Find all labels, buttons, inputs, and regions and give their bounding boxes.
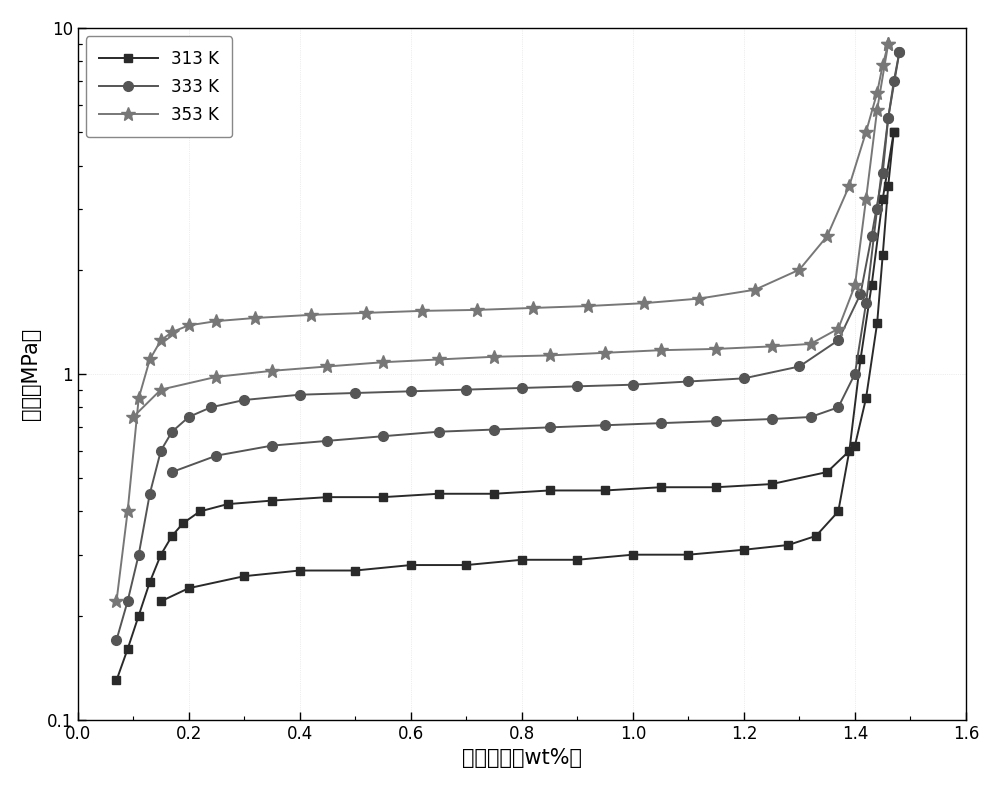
333 K xyxy=(866,231,878,241)
353 K xyxy=(110,596,122,606)
313 K xyxy=(166,531,178,540)
353 K xyxy=(693,294,705,303)
353 K xyxy=(360,308,372,318)
Line: 353 K: 353 K xyxy=(110,37,895,608)
353 K xyxy=(133,394,145,403)
333 K xyxy=(349,388,361,398)
353 K xyxy=(527,303,539,312)
333 K xyxy=(405,387,417,396)
313 K xyxy=(266,495,278,505)
313 K xyxy=(882,181,894,190)
353 K xyxy=(122,507,134,516)
X-axis label: 氢气含量（wt%）: 氢气含量（wt%） xyxy=(462,748,582,768)
313 K xyxy=(655,483,667,492)
353 K xyxy=(582,301,594,311)
333 K xyxy=(832,335,844,345)
333 K xyxy=(854,290,866,299)
Y-axis label: 压力（MPa）: 压力（MPa） xyxy=(21,327,41,420)
333 K xyxy=(144,489,156,499)
313 K xyxy=(177,518,189,528)
313 K xyxy=(433,489,445,499)
333 K xyxy=(882,113,894,122)
333 K xyxy=(183,413,195,422)
333 K xyxy=(122,596,134,606)
313 K xyxy=(321,492,333,502)
313 K xyxy=(766,480,778,489)
353 K xyxy=(860,127,872,136)
333 K xyxy=(294,390,306,399)
313 K xyxy=(144,578,156,587)
353 K xyxy=(793,265,805,275)
313 K xyxy=(710,483,722,492)
Line: 333 K: 333 K xyxy=(112,47,904,645)
353 K xyxy=(871,88,883,97)
313 K xyxy=(194,507,206,516)
313 K xyxy=(110,675,122,685)
313 K xyxy=(155,550,167,559)
353 K xyxy=(166,327,178,337)
353 K xyxy=(882,39,894,48)
353 K xyxy=(749,285,761,294)
333 K xyxy=(110,635,122,645)
333 K xyxy=(571,382,583,391)
313 K xyxy=(860,394,872,403)
313 K xyxy=(871,319,883,328)
Legend: 313 K, 333 K, 353 K: 313 K, 333 K, 353 K xyxy=(86,36,232,136)
313 K xyxy=(133,611,145,620)
353 K xyxy=(843,181,855,190)
333 K xyxy=(877,169,889,178)
353 K xyxy=(210,316,222,326)
353 K xyxy=(416,306,428,316)
313 K xyxy=(849,441,861,451)
333 K xyxy=(738,374,750,383)
333 K xyxy=(238,395,250,405)
353 K xyxy=(821,231,833,241)
313 K xyxy=(888,127,900,136)
333 K xyxy=(166,427,178,436)
313 K xyxy=(877,251,889,260)
353 K xyxy=(638,298,650,308)
333 K xyxy=(682,377,694,387)
313 K xyxy=(222,499,234,509)
353 K xyxy=(144,355,156,365)
333 K xyxy=(133,550,145,559)
333 K xyxy=(516,383,528,393)
353 K xyxy=(877,61,889,70)
353 K xyxy=(249,313,261,323)
333 K xyxy=(793,361,805,371)
333 K xyxy=(155,446,167,455)
333 K xyxy=(888,77,900,86)
313 K xyxy=(122,645,134,654)
353 K xyxy=(305,310,317,320)
313 K xyxy=(488,489,500,499)
313 K xyxy=(544,486,556,495)
Line: 313 K: 313 K xyxy=(112,128,898,685)
313 K xyxy=(377,492,389,502)
333 K xyxy=(460,385,472,394)
353 K xyxy=(155,335,167,345)
313 K xyxy=(599,486,611,495)
313 K xyxy=(821,467,833,477)
333 K xyxy=(205,402,217,412)
333 K xyxy=(627,380,639,390)
333 K xyxy=(893,47,905,57)
353 K xyxy=(183,320,195,330)
353 K xyxy=(471,305,483,315)
